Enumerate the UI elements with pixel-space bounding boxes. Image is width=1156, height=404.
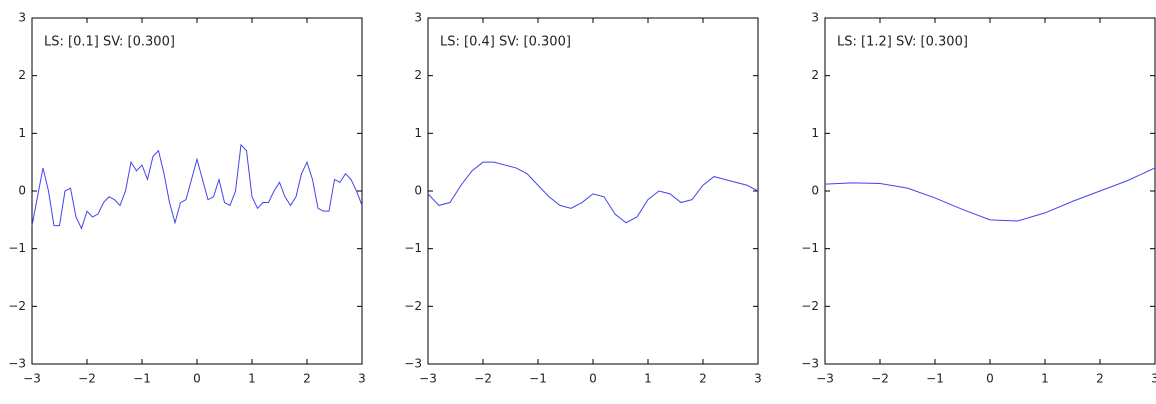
y-tick-label: −2 <box>404 299 422 313</box>
x-tick-label: −3 <box>419 372 437 386</box>
y-tick-label: 1 <box>18 126 26 140</box>
x-tick-label: 2 <box>1096 372 1104 386</box>
x-tick-label: −3 <box>816 372 834 386</box>
annotation: LS: [0.4] SV: [0.300] <box>440 35 571 50</box>
x-tick-label: 0 <box>193 372 201 386</box>
y-tick-label: −1 <box>801 241 819 255</box>
y-tick-label: 2 <box>414 68 422 82</box>
x-tick-label: −1 <box>926 372 944 386</box>
x-tick-label: 3 <box>1151 372 1156 386</box>
x-tick-label: 2 <box>699 372 707 386</box>
y-tick-label: 0 <box>414 184 422 198</box>
x-tick-label: −1 <box>133 372 151 386</box>
x-tick-label: −2 <box>78 372 96 386</box>
x-tick-label: 1 <box>644 372 652 386</box>
data-line <box>824 167 1156 222</box>
y-tick-label: 3 <box>18 11 26 25</box>
x-tick-label: −1 <box>529 372 547 386</box>
annotation: LS: [0.1] SV: [0.300] <box>44 35 175 50</box>
plot-frame <box>824 17 1156 365</box>
y-tick-label: 3 <box>811 11 819 25</box>
data-line <box>427 161 759 224</box>
y-tick-label: 2 <box>811 68 819 82</box>
y-tick-label: −3 <box>801 357 819 371</box>
x-tick-label: 0 <box>986 372 994 386</box>
y-tick-label: −2 <box>801 299 819 313</box>
y-tick-label: 0 <box>18 184 26 198</box>
data-line <box>31 143 363 230</box>
annotation: LS: [1.2] SV: [0.300] <box>837 35 968 50</box>
x-tick-label: −2 <box>871 372 889 386</box>
y-tick-label: 1 <box>414 126 422 140</box>
x-tick-label: 2 <box>303 372 311 386</box>
x-tick-label: −3 <box>23 372 41 386</box>
plot-frame <box>427 17 759 365</box>
y-tick-label: −1 <box>404 241 422 255</box>
y-tick-label: 3 <box>414 11 422 25</box>
x-tick-label: 1 <box>248 372 256 386</box>
y-tick-label: −2 <box>8 299 26 313</box>
x-tick-label: 0 <box>589 372 597 386</box>
y-tick-label: 2 <box>18 68 26 82</box>
plot-frame <box>31 17 363 365</box>
x-tick-label: 3 <box>754 372 762 386</box>
y-tick-label: −3 <box>8 357 26 371</box>
y-tick-label: 0 <box>811 184 819 198</box>
y-tick-label: 1 <box>811 126 819 140</box>
y-tick-label: −1 <box>8 241 26 255</box>
x-tick-label: 3 <box>358 372 366 386</box>
x-tick-label: −2 <box>474 372 492 386</box>
x-tick-label: 1 <box>1041 372 1049 386</box>
y-tick-label: −3 <box>404 357 422 371</box>
